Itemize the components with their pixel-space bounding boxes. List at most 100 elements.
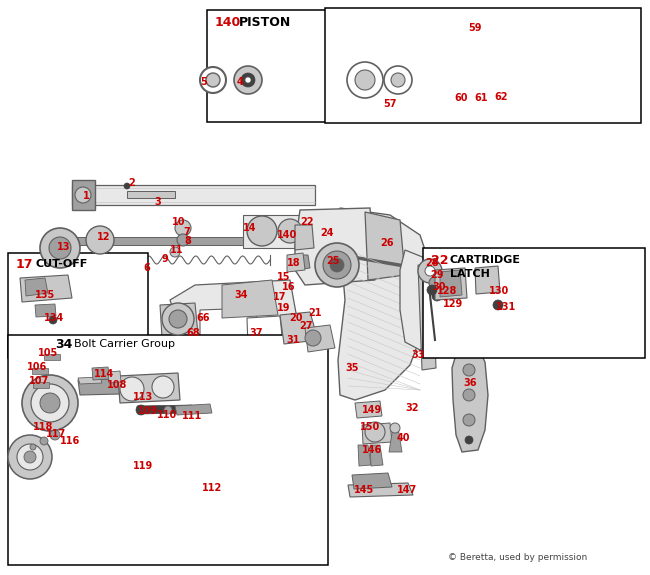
Circle shape xyxy=(175,220,191,236)
Circle shape xyxy=(241,73,255,87)
Polygon shape xyxy=(137,405,193,414)
Polygon shape xyxy=(222,280,278,318)
Circle shape xyxy=(200,67,226,93)
Polygon shape xyxy=(418,265,436,370)
Text: 2: 2 xyxy=(128,178,135,188)
Text: 112: 112 xyxy=(202,483,222,493)
Text: 60: 60 xyxy=(454,93,467,103)
Circle shape xyxy=(8,435,52,479)
Circle shape xyxy=(384,66,412,94)
Text: 110: 110 xyxy=(157,410,177,420)
Text: 114: 114 xyxy=(94,369,114,379)
Text: 150: 150 xyxy=(360,422,380,432)
Circle shape xyxy=(355,70,375,90)
Text: 17: 17 xyxy=(273,292,287,302)
Circle shape xyxy=(17,444,43,470)
Text: 149: 149 xyxy=(362,405,382,415)
Text: 21: 21 xyxy=(308,308,322,318)
Bar xyxy=(8,335,328,565)
Text: 36: 36 xyxy=(463,378,476,388)
Text: 113: 113 xyxy=(133,392,153,402)
Text: 24: 24 xyxy=(320,228,333,238)
Circle shape xyxy=(429,277,441,289)
Circle shape xyxy=(162,303,194,335)
Circle shape xyxy=(278,219,302,243)
Polygon shape xyxy=(355,401,382,418)
Text: 25: 25 xyxy=(326,256,339,266)
Polygon shape xyxy=(365,212,405,280)
Circle shape xyxy=(177,234,189,246)
Circle shape xyxy=(31,384,69,422)
Circle shape xyxy=(427,285,437,295)
Polygon shape xyxy=(400,250,438,350)
Text: 7: 7 xyxy=(183,227,190,237)
Text: 62: 62 xyxy=(494,92,508,102)
Text: 118: 118 xyxy=(33,422,53,432)
Polygon shape xyxy=(200,308,260,342)
Text: 29: 29 xyxy=(430,270,443,280)
Polygon shape xyxy=(78,378,160,395)
Polygon shape xyxy=(72,180,95,210)
Polygon shape xyxy=(295,255,310,270)
Text: 130: 130 xyxy=(489,286,509,296)
Text: 68: 68 xyxy=(186,328,200,338)
Text: 10: 10 xyxy=(172,217,185,227)
Polygon shape xyxy=(175,404,212,415)
Text: 34: 34 xyxy=(55,338,72,351)
Text: 20: 20 xyxy=(289,313,302,323)
Circle shape xyxy=(40,393,60,413)
Circle shape xyxy=(152,376,174,398)
Text: 34: 34 xyxy=(234,290,248,300)
Circle shape xyxy=(390,423,400,433)
Text: 35: 35 xyxy=(345,363,359,373)
Circle shape xyxy=(120,377,144,401)
Text: LATCH: LATCH xyxy=(450,269,490,279)
Text: 135: 135 xyxy=(35,290,55,300)
Polygon shape xyxy=(352,473,392,489)
Text: © Beretta, used by permission: © Beretta, used by permission xyxy=(448,554,588,562)
Polygon shape xyxy=(338,208,430,400)
Text: 13: 13 xyxy=(57,242,70,252)
Polygon shape xyxy=(44,354,60,360)
Circle shape xyxy=(425,266,435,276)
Polygon shape xyxy=(18,373,198,393)
Circle shape xyxy=(49,237,71,259)
Text: 108: 108 xyxy=(107,380,127,390)
Text: 61: 61 xyxy=(474,93,488,103)
Circle shape xyxy=(40,228,80,268)
Polygon shape xyxy=(295,225,314,250)
Polygon shape xyxy=(287,253,305,272)
Polygon shape xyxy=(348,483,413,497)
Text: 18: 18 xyxy=(287,258,300,268)
Circle shape xyxy=(365,422,385,442)
Polygon shape xyxy=(118,373,180,403)
Circle shape xyxy=(323,251,351,279)
Circle shape xyxy=(245,77,251,83)
Polygon shape xyxy=(160,303,198,338)
Bar xyxy=(325,8,641,123)
Text: 66: 66 xyxy=(196,313,209,323)
Circle shape xyxy=(86,226,114,254)
Text: CARTRIDGE: CARTRIDGE xyxy=(450,255,521,265)
Polygon shape xyxy=(72,185,315,205)
Circle shape xyxy=(169,310,187,328)
Text: 14: 14 xyxy=(243,223,257,233)
Polygon shape xyxy=(389,427,402,452)
Text: 27: 27 xyxy=(299,321,313,331)
Circle shape xyxy=(30,444,36,450)
Polygon shape xyxy=(305,325,335,352)
Text: Bolt Carrier Group: Bolt Carrier Group xyxy=(74,339,175,349)
Circle shape xyxy=(432,291,442,301)
Circle shape xyxy=(24,451,36,463)
Polygon shape xyxy=(496,20,520,35)
Text: 31: 31 xyxy=(286,335,300,345)
Circle shape xyxy=(465,436,473,444)
Text: 17: 17 xyxy=(16,258,34,270)
Text: 9: 9 xyxy=(161,254,168,264)
Text: 111: 111 xyxy=(182,411,202,421)
Text: 129: 129 xyxy=(443,299,463,309)
Circle shape xyxy=(521,95,527,101)
Polygon shape xyxy=(92,367,110,380)
Polygon shape xyxy=(247,316,283,348)
Text: 140: 140 xyxy=(215,16,241,29)
